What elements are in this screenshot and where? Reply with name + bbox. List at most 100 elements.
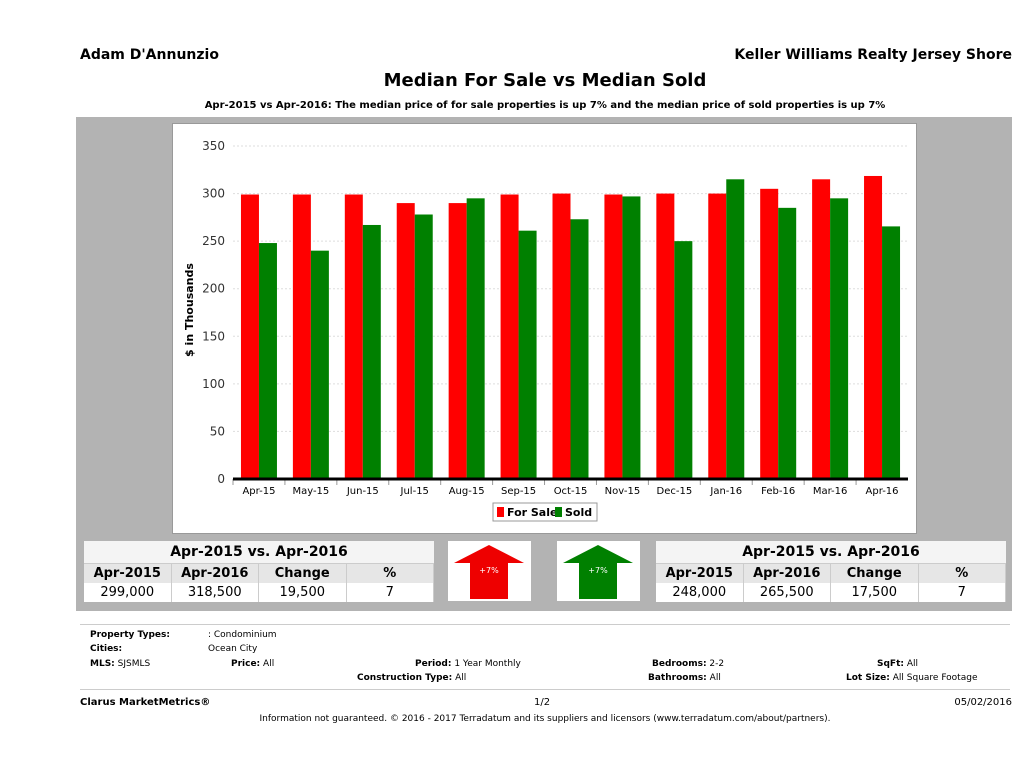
x-tick-label: Jan-16 [709, 486, 742, 497]
sold-change-arrow: +7% [557, 541, 640, 601]
bar-for-sale [500, 194, 519, 479]
bar-for-sale [604, 194, 623, 479]
x-tick-label: Dec-15 [657, 486, 693, 497]
cell: 299,000 [84, 583, 172, 602]
cell: 7 [347, 583, 434, 602]
x-tick-label: Jun-15 [346, 486, 379, 497]
cell: 265,500 [744, 583, 831, 602]
y-tick-label: 100 [202, 377, 225, 391]
x-tick-label: Sep-15 [501, 486, 536, 497]
y-axis-label: $ in Thousands [183, 263, 196, 357]
y-tick-label: 200 [202, 282, 225, 296]
agent-name: Adam D'Annunzio [80, 47, 219, 63]
cell: 19,500 [259, 583, 347, 602]
sqft: SqFt: All [877, 659, 919, 669]
bar-sold [518, 230, 537, 479]
bedrooms: Bedrooms: 2-2 [652, 659, 725, 669]
property-types-label: Property Types: [90, 630, 170, 640]
price: Price: All [231, 659, 275, 669]
bar-for-sale [292, 194, 311, 479]
cell: 7 [919, 583, 1006, 602]
x-tick-label: Jul-15 [400, 486, 429, 497]
bar-sold [674, 241, 693, 479]
col-header: % [919, 564, 1006, 583]
bar-sold [622, 196, 641, 479]
bar-for-sale [760, 188, 779, 480]
x-tick-label: Aug-15 [449, 486, 485, 497]
col-header: % [347, 564, 434, 583]
for-sale-table: Apr-2015 vs. Apr-2016 Apr-2015 Apr-2016 Ch… [84, 541, 434, 602]
report-date: 05/02/2016 [954, 697, 1012, 708]
legend-swatch [497, 507, 504, 517]
bar-sold [310, 250, 329, 479]
x-tick-label: Apr-16 [866, 486, 899, 497]
x-tick-label: Nov-15 [605, 486, 641, 497]
disclaimer: Information not guaranteed. © 2016 - 201… [259, 714, 831, 724]
bar-for-sale [344, 194, 363, 479]
y-tick-label: 150 [202, 329, 225, 343]
bar-sold [830, 198, 849, 479]
x-tick-label: Feb-16 [761, 486, 795, 497]
bar-sold [466, 198, 485, 479]
mls: MLS: SJSMLS [90, 659, 151, 669]
for-sale-change-arrow: +7% [448, 541, 531, 601]
bar-for-sale [552, 193, 571, 480]
col-header: Apr-2015 [84, 564, 172, 583]
y-tick-label: 350 [202, 139, 225, 153]
col-header: Apr-2015 [656, 564, 744, 583]
chart-title: Median For Sale vs Median Sold [383, 70, 707, 91]
bar-for-sale [812, 179, 831, 480]
arrow-label: +7% [588, 566, 608, 575]
bar-sold [414, 214, 433, 479]
sold-table: Apr-2015 vs. Apr-2016 Apr-2015 Apr-2016 Ch… [656, 541, 1006, 602]
bar-sold [258, 243, 277, 479]
cell: 248,000 [656, 583, 744, 602]
broker-name: Keller Williams Realty Jersey Shore [734, 47, 1012, 63]
cities-value: Ocean City [208, 644, 258, 654]
bar-sold [726, 179, 745, 480]
y-tick-label: 250 [202, 234, 225, 248]
chart-subtitle: Apr-2015 vs Apr-2016: The median price o… [204, 100, 886, 111]
page-number: 1/2 [534, 697, 551, 708]
y-tick-label: 50 [210, 424, 225, 438]
bar-sold [570, 219, 589, 479]
bar-for-sale [864, 175, 883, 479]
search-criteria: Property Types: : Condominium Cities: Oc… [80, 624, 1010, 690]
legend-swatch [555, 507, 562, 517]
bar-sold [778, 207, 797, 479]
bar-sold [362, 224, 381, 479]
cell: 17,500 [831, 583, 919, 602]
bathrooms: Bathrooms: All [648, 673, 721, 683]
chart-area: 0 50 100 150 200 250 300 350 $ in Thousands Apr-1… [172, 123, 917, 534]
bar-for-sale [448, 203, 467, 479]
lot-size: Lot Size: All Square Footage [846, 673, 978, 683]
table-title: Apr-2015 vs. Apr-2016 [84, 541, 434, 564]
bar-for-sale [708, 193, 727, 480]
period: Period: 1 Year Monthly [415, 659, 521, 669]
cities-label: Cities: [90, 644, 123, 654]
bar-for-sale [240, 194, 259, 479]
y-tick-label: 300 [202, 187, 225, 201]
bar-sold [882, 226, 901, 479]
col-header: Apr-2016 [744, 564, 831, 583]
bar-for-sale [656, 193, 675, 480]
brand-name: Clarus MarketMetrics® [80, 697, 211, 708]
bar-chart: 0 50 100 150 200 250 300 350 $ in Thousands Apr-1… [183, 139, 908, 522]
arrow-label: +7% [479, 566, 499, 575]
y-tick-label: 0 [217, 472, 225, 486]
construction-type: Construction Type: All [357, 673, 467, 683]
table-title: Apr-2015 vs. Apr-2016 [656, 541, 1006, 564]
col-header: Change [831, 564, 919, 583]
legend-label: For Sale [507, 506, 557, 519]
x-tick-label: Oct-15 [554, 486, 588, 497]
bar-for-sale [396, 203, 415, 479]
legend-label: Sold [565, 506, 592, 519]
legend-box [492, 502, 598, 522]
x-tick-label: Apr-15 [242, 486, 275, 497]
property-types-value: : Condominium [208, 630, 277, 640]
x-tick-label: Mar-16 [813, 486, 848, 497]
cell: 318,500 [172, 583, 259, 602]
col-header: Change [259, 564, 347, 583]
col-header: Apr-2016 [172, 564, 259, 583]
x-tick-label: May-15 [292, 486, 329, 497]
